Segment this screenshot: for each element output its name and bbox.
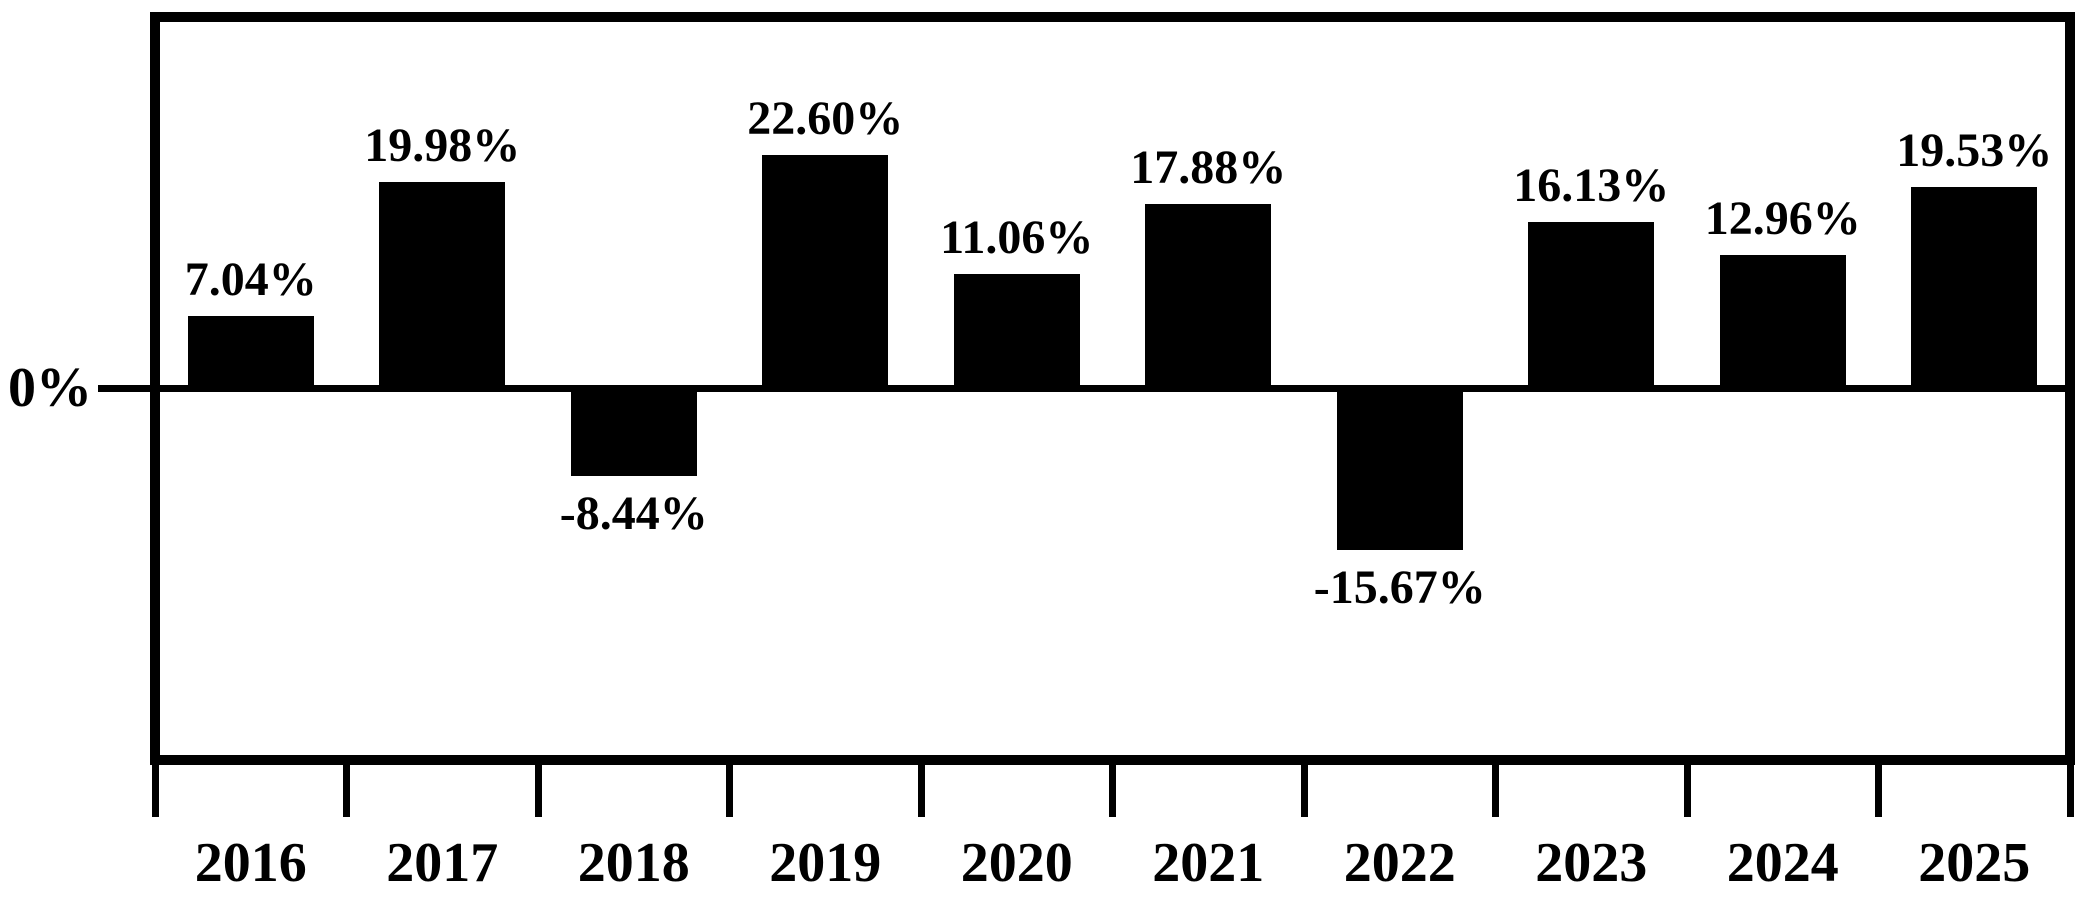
- x-label-2025: 2025: [1918, 832, 2031, 894]
- x-label-2016: 2016: [194, 832, 307, 894]
- x-label-2021: 2021: [1152, 832, 1265, 894]
- bar-2021: [1145, 203, 1272, 392]
- value-label-2017: 19.98%: [364, 119, 521, 173]
- x-label-2017: 2017: [386, 832, 499, 894]
- x-axis-tick: [534, 765, 542, 817]
- x-axis-tick: [1492, 765, 1499, 817]
- x-axis-tick: [1875, 765, 1882, 817]
- bar-2020: [953, 274, 1080, 392]
- value-label-2021: 17.88%: [1130, 140, 1287, 194]
- value-label-2022: -15.67%: [1313, 561, 1486, 615]
- y-axis-zero-tick-label: 0%: [8, 356, 92, 419]
- x-label-2020: 2020: [960, 832, 1073, 894]
- bar-2022: [1336, 385, 1463, 551]
- x-axis-tick: [1683, 765, 1691, 817]
- x-label-2022: 2022: [1343, 832, 1456, 894]
- value-label-2018: -8.44%: [559, 486, 708, 540]
- value-label-2025: 19.53%: [1896, 123, 2053, 177]
- bar-2017: [379, 182, 506, 392]
- x-axis-tick: [726, 765, 733, 817]
- bar-2019: [762, 155, 889, 392]
- x-axis-tick: [1300, 765, 1308, 817]
- x-axis-tick: [1109, 765, 1116, 817]
- x-label-2018: 2018: [577, 832, 690, 894]
- value-label-2020: 11.06%: [940, 211, 1094, 265]
- bar-2018: [570, 385, 697, 476]
- x-label-2023: 2023: [1535, 832, 1648, 894]
- value-label-2016: 7.04%: [184, 252, 317, 306]
- x-axis-tick: [151, 765, 159, 817]
- x-axis-tick: [343, 765, 350, 817]
- bar-2023: [1528, 221, 1655, 392]
- x-label-2024: 2024: [1726, 832, 1839, 894]
- x-axis-tick: [2066, 765, 2074, 817]
- bar-2016: [187, 315, 314, 392]
- value-label-2023: 16.13%: [1513, 158, 1670, 212]
- value-label-2024: 12.96%: [1704, 191, 1861, 245]
- zero-baseline: [98, 385, 2065, 392]
- bar-2025: [1911, 186, 2038, 392]
- value-label-2019: 22.60%: [747, 92, 904, 146]
- x-axis-tick: [917, 765, 925, 817]
- x-label-2019: 2019: [769, 832, 882, 894]
- bar-2024: [1719, 254, 1846, 392]
